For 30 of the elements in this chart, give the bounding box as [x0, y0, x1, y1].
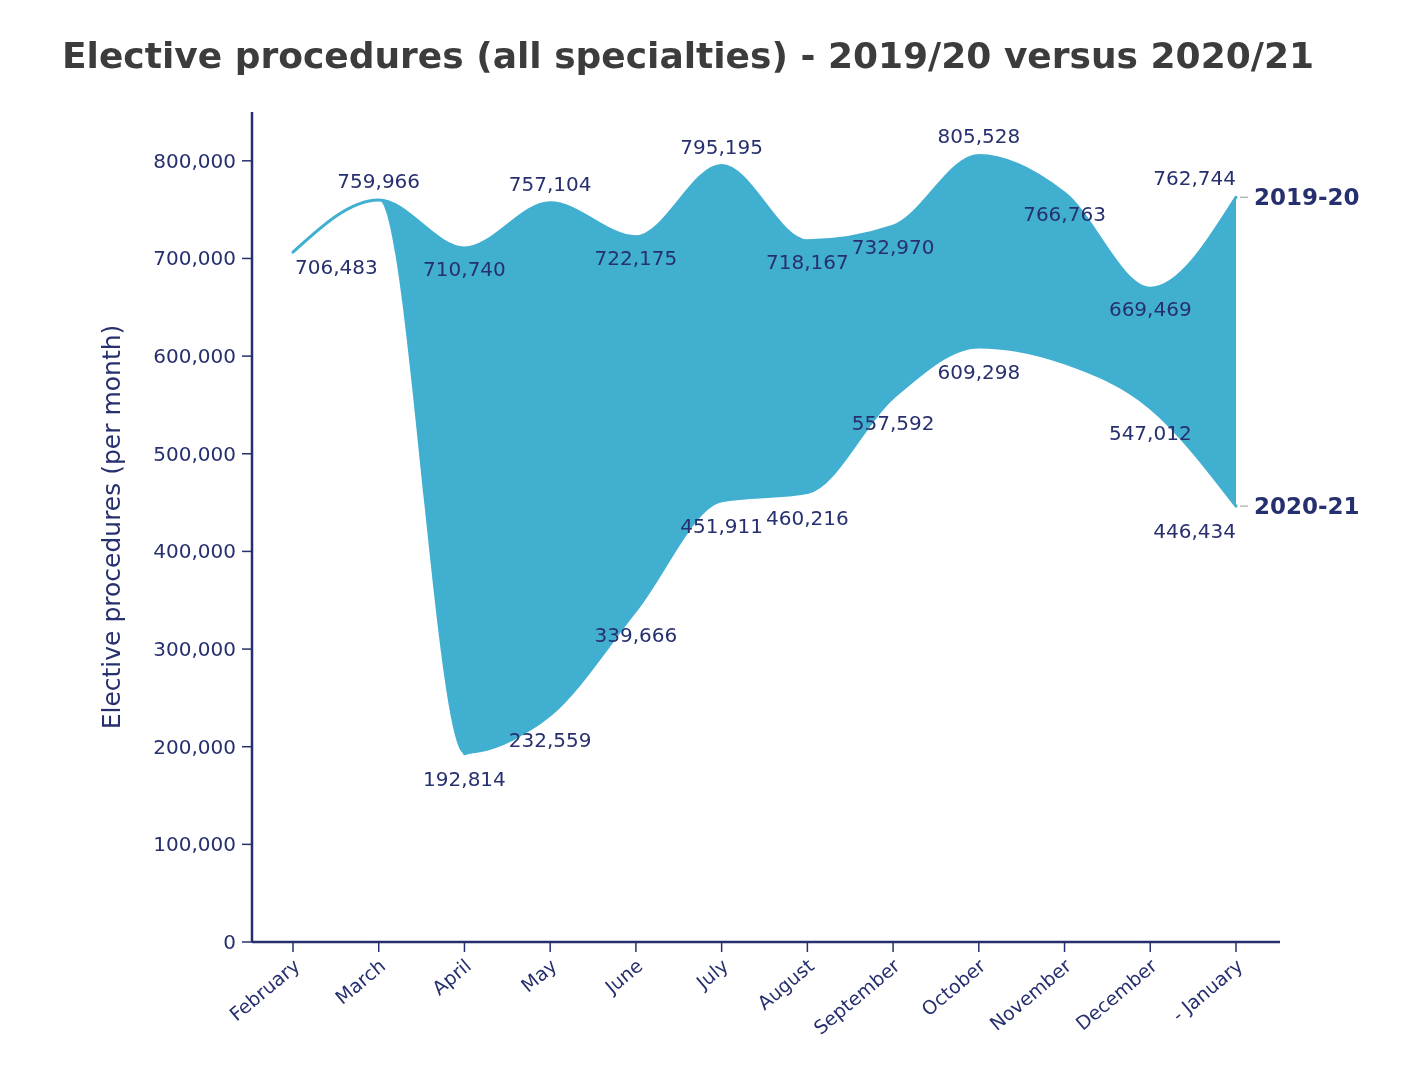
data-label: 669,469: [1108, 297, 1192, 322]
data-label: 232,559: [508, 727, 592, 752]
chart-title: Elective procedures (all specialties) - 2019/20 versus 2020/21: [61, 35, 1315, 76]
data-label: 460,216: [766, 505, 849, 530]
y-tick-label: 400,000: [153, 539, 236, 564]
data-label: 722,175: [594, 245, 678, 270]
y-tick-label: 200,000: [153, 734, 236, 759]
y-tick-label: 300,000: [153, 637, 236, 662]
data-label: 192,814: [423, 766, 506, 791]
y-tick-label: 100,000: [153, 832, 236, 857]
data-label: 757,104: [508, 171, 592, 196]
data-label: 718,167: [766, 249, 849, 274]
data-label: 706,483: [295, 255, 378, 280]
y-tick-label: 700,000: [153, 246, 236, 271]
y-tick-label: 0: [223, 930, 236, 954]
y-tick-label: 600,000: [153, 344, 236, 369]
series-label: 2020-21: [1254, 493, 1360, 520]
data-label: 759,966: [337, 168, 421, 193]
y-tick-label: 500,000: [153, 441, 236, 466]
data-label: 710,740: [423, 256, 506, 281]
data-label: 762,744: [1153, 166, 1236, 191]
data-label: 446,434: [1153, 519, 1236, 544]
data-label: 732,970: [851, 235, 935, 260]
x-tick-label: May: [516, 954, 561, 997]
data-label: 805,528: [937, 124, 1021, 149]
data-label: 609,298: [937, 360, 1021, 385]
y-axis-title: Elective procedures (per month): [97, 324, 126, 730]
series-label: 2019-20: [1254, 184, 1360, 211]
data-label: 795,195: [680, 134, 763, 159]
y-tick-label: 800,000: [153, 148, 236, 173]
